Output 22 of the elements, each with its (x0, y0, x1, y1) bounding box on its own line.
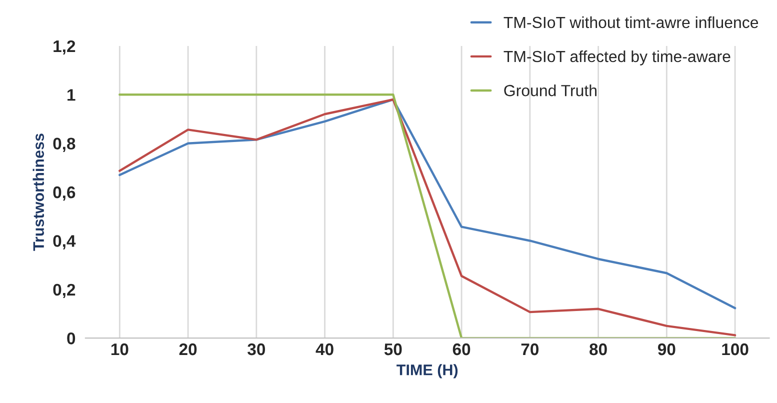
y-axis-title: Trustworthiness (32, 134, 44, 251)
legend-label: TM-SIoT without timt-awre influence (504, 16, 758, 28)
y-tick-label: 0,2 (53, 284, 76, 298)
x-tick-label: 90 (658, 343, 676, 356)
y-tick-label: 1 (68, 89, 76, 101)
y-tick-label: 0,6 (53, 186, 76, 201)
y-tick-label: 1,2 (54, 40, 76, 55)
x-tick-label: 60 (452, 343, 470, 356)
x-tick-label: 10 (111, 343, 128, 356)
x-tick-label: 30 (248, 343, 265, 356)
x-tick-label: 80 (590, 343, 607, 356)
x-tick-label: 100 (722, 343, 748, 356)
x-tick-label: 50 (384, 343, 402, 356)
x-axis-title: TIME (H) (396, 364, 458, 378)
x-tick-label: 40 (316, 343, 334, 356)
x-tick-label: 70 (521, 343, 538, 356)
y-tick-label: 0,8 (53, 138, 76, 152)
legend-label: Ground Truth (504, 84, 596, 96)
legend-label: TM-SIoT affected by time-aware (504, 50, 730, 66)
x-tick-label: 20 (179, 343, 197, 356)
y-tick-label: 0 (67, 332, 76, 344)
y-tick-label: 0,4 (53, 235, 76, 250)
